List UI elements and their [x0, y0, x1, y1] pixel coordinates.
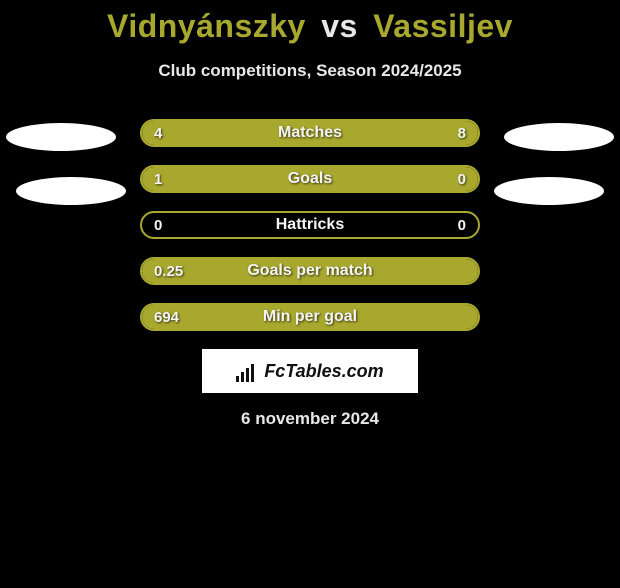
avatar-placeholder-left-top — [6, 123, 116, 151]
avatar-placeholder-right-bot — [494, 177, 604, 205]
stat-row-matches: 4 Matches 8 — [140, 119, 480, 147]
stat-label: Hattricks — [142, 213, 478, 237]
vs-label: vs — [321, 8, 358, 44]
subtitle: Club competitions, Season 2024/2025 — [0, 61, 620, 81]
avatar-placeholder-left-bot — [16, 177, 126, 205]
date-label: 6 november 2024 — [0, 409, 620, 429]
page-title: Vidnyánszky vs Vassiljev — [0, 8, 620, 45]
stat-row-min-per-goal: 694 Min per goal — [140, 303, 480, 331]
stat-label: Min per goal — [142, 305, 478, 329]
stat-right-value: 0 — [458, 167, 466, 191]
stat-right-value: 8 — [458, 121, 466, 145]
player1-name: Vidnyánszky — [107, 8, 306, 44]
stat-label: Goals per match — [142, 259, 478, 283]
stat-right-value: 0 — [458, 213, 466, 237]
stat-row-hattricks: 0 Hattricks 0 — [140, 211, 480, 239]
chart-icon — [236, 360, 258, 382]
logo-box: FcTables.com — [202, 349, 418, 393]
stat-row-goals-per-match: 0.25 Goals per match — [140, 257, 480, 285]
stat-row-goals: 1 Goals 0 — [140, 165, 480, 193]
stat-rows: 4 Matches 8 1 Goals 0 0 Hattricks 0 0.25… — [0, 119, 620, 331]
player2-name: Vassiljev — [373, 8, 513, 44]
stat-label: Goals — [142, 167, 478, 191]
stat-label: Matches — [142, 121, 478, 145]
avatar-placeholder-right-top — [504, 123, 614, 151]
logo-text: FcTables.com — [264, 361, 383, 382]
